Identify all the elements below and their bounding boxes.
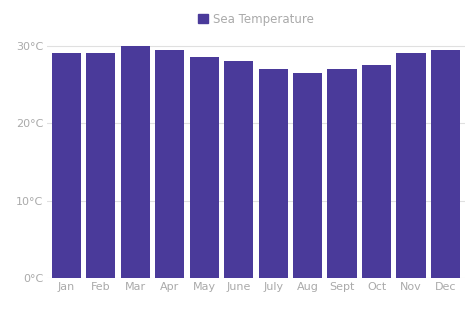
Bar [328,69,357,278]
Bar [396,53,426,278]
Legend: Sea Temperature: Sea Temperature [194,8,318,30]
Bar [258,69,288,278]
Bar [190,57,219,278]
Bar [155,50,184,278]
Bar [431,50,460,278]
Bar [293,73,322,278]
Bar [52,53,81,278]
Bar [121,46,150,278]
Bar [362,65,391,278]
Bar [224,61,254,278]
Bar [86,53,116,278]
